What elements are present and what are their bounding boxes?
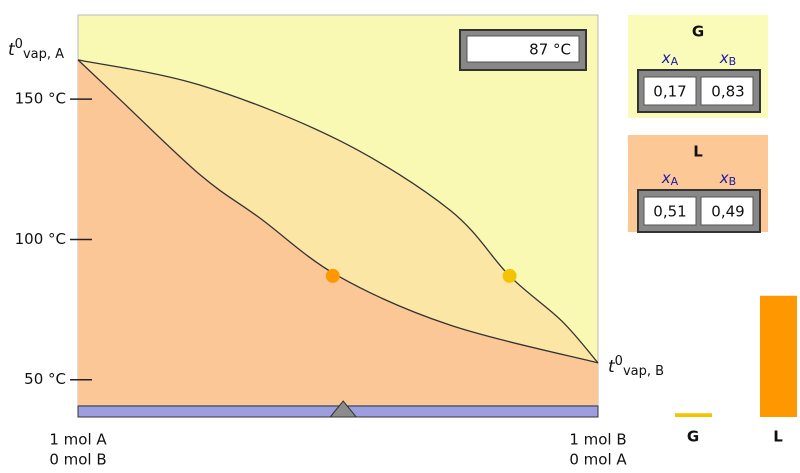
superscript: 0 — [15, 36, 23, 51]
symbol: x — [719, 49, 729, 67]
fraction-symbol: xA — [661, 49, 679, 69]
symbol: x — [719, 169, 729, 187]
symbol: t — [8, 40, 16, 60]
subscript: A — [671, 175, 679, 188]
subscript: vap, A — [23, 46, 64, 61]
subscript: vap, B — [623, 363, 664, 378]
fraction-input — [700, 76, 754, 106]
fraction-value: 0,17 — [653, 83, 686, 101]
phase-title: G — [692, 23, 704, 41]
y-tick-label: 100 °C — [15, 230, 66, 248]
fraction-input — [700, 196, 754, 226]
fraction-value: 0,83 — [711, 83, 744, 101]
subscript: B — [729, 175, 737, 188]
fraction-symbol: xB — [719, 49, 736, 69]
symbol: x — [661, 169, 671, 187]
fraction-symbol: xA — [661, 169, 679, 189]
temperature-value: 87 °C — [529, 41, 571, 59]
symbol: x — [661, 49, 671, 67]
x-tick-label: 1 mol A — [49, 431, 107, 449]
slider-handle[interactable] — [329, 400, 358, 418]
x-tick-label: 0 mol B — [49, 451, 106, 469]
temperature-input[interactable] — [466, 35, 580, 63]
superscript: 0 — [615, 353, 623, 368]
fraction-input — [643, 76, 697, 106]
fraction-value: 0,51 — [653, 203, 686, 221]
phase-point — [325, 268, 340, 283]
x-tick-label: 0 mol A — [569, 451, 627, 469]
boiling-point-label: t0vap, A — [8, 36, 64, 61]
symbol: t — [608, 357, 616, 377]
phase-point — [502, 268, 517, 283]
x-tick-label: 1 mol B — [569, 431, 626, 449]
phase-title: L — [693, 143, 703, 161]
subscript: B — [729, 55, 737, 68]
fraction-input — [643, 196, 697, 226]
amount-bar — [760, 295, 797, 417]
amount-label: L — [773, 428, 783, 446]
subscript: A — [671, 55, 679, 68]
boiling-point-label: t0vap, B — [608, 353, 664, 378]
bubble-curve — [77, 59, 599, 364]
amount-label: G — [687, 428, 699, 446]
y-tick-label: 50 °C — [24, 370, 66, 388]
amount-bar — [675, 413, 712, 417]
liquid-region — [78, 59, 598, 405]
y-tick-label: 150 °C — [15, 90, 66, 108]
two-phase-region — [78, 59, 598, 363]
fraction-symbol: xB — [719, 169, 736, 189]
fraction-value: 0,49 — [711, 203, 744, 221]
dew-curve — [77, 59, 599, 364]
